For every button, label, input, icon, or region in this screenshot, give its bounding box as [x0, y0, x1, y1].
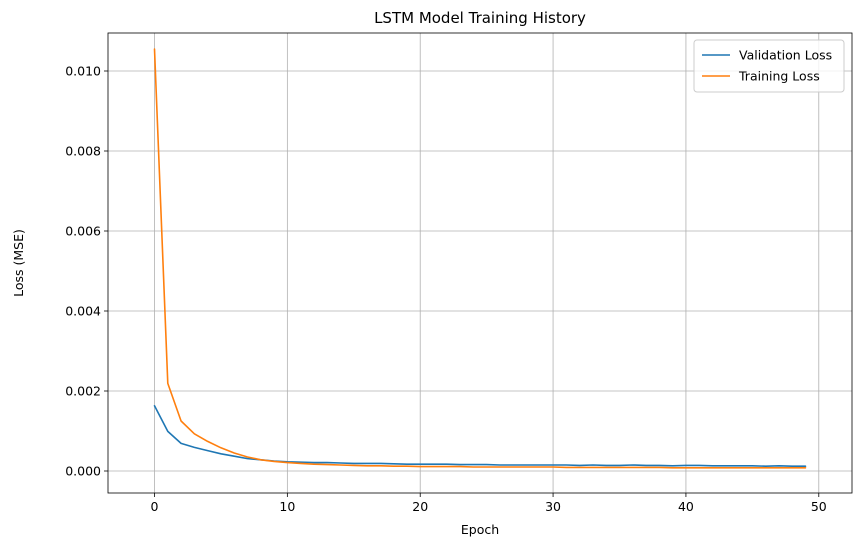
y-tick-label: 0.000: [65, 464, 101, 479]
series-lines: [153, 48, 807, 469]
x-tick-label: 50: [811, 499, 827, 514]
y-tick-label: 0.004: [65, 304, 101, 319]
series-line-validation-loss: [153, 405, 807, 467]
grid-lines: [108, 33, 852, 493]
y-tick-label: 0.008: [65, 144, 101, 159]
chart-title: LSTM Model Training History: [374, 9, 586, 27]
series-line-training-loss: [153, 48, 807, 469]
y-axis-title: Loss (MSE): [11, 229, 26, 297]
x-axis-title: Epoch: [461, 522, 499, 537]
x-tick-label: 40: [678, 499, 694, 514]
y-tick-label: 0.010: [65, 64, 101, 79]
legend-label: Training Loss: [738, 69, 820, 84]
x-tick-label: 0: [151, 499, 159, 514]
x-tick-label: 10: [279, 499, 295, 514]
legend-label: Validation Loss: [739, 48, 832, 63]
legend-box: [693, 39, 845, 93]
y-tick-label: 0.006: [65, 224, 101, 239]
plot-frame: [107, 32, 853, 494]
y-tick-label: 0.002: [65, 384, 101, 399]
x-tick-label: 20: [412, 499, 428, 514]
axis-ticks: 0 10 20 30 40 50 0.000 0.002 0.004 0.006 0.008 0.01…: [65, 64, 827, 515]
x-tick-label: 30: [545, 499, 561, 514]
legend: Validation Loss Training Loss: [693, 39, 845, 93]
